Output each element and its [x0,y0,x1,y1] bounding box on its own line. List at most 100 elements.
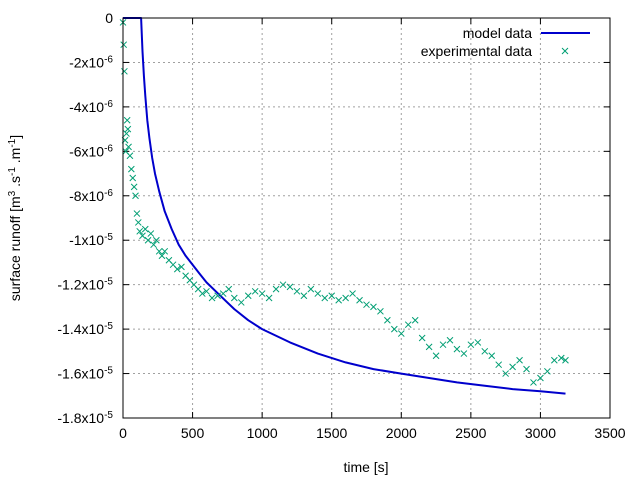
x-axis-title: time [s] [343,459,388,475]
series-experimental-data-point [474,339,482,346]
series-experimental-data-point [134,219,142,226]
series-experimental-data-point [147,230,155,237]
y-tick-label: -1x10-5 [69,232,113,249]
series-experimental-data-point [125,143,132,151]
y-tick-exponent: -5 [104,321,113,332]
series-experimental-data-point [132,192,139,200]
y-tick-exponent: -5 [104,276,113,287]
series-experimental-data-point [460,350,468,357]
y-tick-mantissa: -2x10 [69,54,104,70]
y-tick-mantissa: 0 [105,10,113,26]
series-experimental-data-point [237,299,245,306]
series-experimental-data-point [370,303,377,311]
y-tick-exponent: -5 [104,232,113,243]
series-experimental-data-point [120,41,128,49]
series-experimental-data-point [130,183,138,191]
series-experimental-data-point [349,290,356,297]
x-tick-label: 500 [181,425,205,441]
series-experimental-data-point [502,370,509,377]
y-axis-title: surface runoff [m3 .s-1 .m-1] [7,135,24,301]
series-experimental-data-point [411,316,419,324]
series-experimental-data-point [258,290,266,297]
series-experimental-data-point [225,285,233,293]
series-experimental-data-point [219,290,227,297]
series-experimental-data-point [342,294,349,302]
y-tick-label: -2x10-6 [69,54,113,71]
legend-experimental-marker [561,47,569,55]
series-experimental-data-point [126,152,134,160]
series-experimental-data-point [307,285,315,293]
series-experimental-data-point [155,247,163,255]
series-experimental-data-point [230,294,238,302]
series-experimental-data-point [530,379,537,386]
series-experimental-data-point [127,165,135,173]
series-experimental-data-point [321,294,329,302]
series-experimental-data-point [397,330,405,337]
series-experimental-data-point [453,345,461,353]
series-model-data-line [123,17,566,395]
series-experimental-data-point [144,236,152,244]
series-experimental-data-point [139,232,146,240]
y-tick-label: -8x10-6 [69,187,113,204]
plot-frame [122,17,611,419]
y-tick-exponent: -6 [104,187,113,198]
series-experimental-data-point [495,361,503,369]
x-tick-label: 2000 [386,425,417,441]
series-experimental-data-point [488,352,496,360]
series-experimental-data-point [544,367,551,375]
y-tick-label: -1.4x10-5 [57,321,113,338]
series-experimental-data-point [173,265,181,273]
series-experimental-data-point [150,241,157,249]
series-experimental-data-point [356,296,363,304]
series-experimental-data-point [208,294,216,302]
legend-label-model-data: model data [463,25,532,41]
x-tick-label: 1000 [247,425,278,441]
series-experimental-data-point [279,281,287,289]
y-tick-mantissa: -1x10 [69,232,104,248]
series-experimental-data-point [251,287,259,295]
y-tick-mantissa: -1.4x10 [57,321,104,337]
y-tick-exponent: -6 [104,54,113,65]
series-experimental-data-point [425,343,433,351]
series-experimental-data-point [467,341,475,349]
series-experimental-data-point [244,292,252,300]
series-experimental-data-point [265,294,273,302]
y-tick-mantissa: -6x10 [69,143,104,159]
series-experimental-data-point [129,174,137,182]
series-experimental-data-point [439,341,447,349]
y-tick-label: 0 [105,10,113,26]
series-experimental-data-point [300,292,308,300]
y-tick-label: -4x10-6 [69,98,113,115]
series-experimental-data-point [123,130,130,137]
series-experimental-data-point [198,290,206,297]
series-experimental-data-point [161,247,169,255]
series-experimental-data-point [293,287,301,295]
series-experimental-data-point [384,316,391,324]
series-experimental-data-point [404,321,412,329]
y-tick-mantissa: -1.8x10 [57,410,104,426]
legend: model data experimental data [421,25,590,59]
series-experimental-data-point [390,325,398,333]
series-experimental-data-point [124,125,132,133]
series-experimental-data-point [550,356,558,364]
series-experimental-data-point [136,227,144,235]
y-tick-mantissa: -1.6x10 [57,366,104,382]
series-experimental-data-point [121,67,128,75]
grid [123,18,610,418]
series-experimental-data-point [432,352,440,360]
y-tick-exponent: -6 [104,98,113,109]
y-tick-label: -1.8x10-5 [57,410,113,427]
y-tick-label: -1.2x10-5 [57,276,113,293]
tick-labels: 0 500 1000 1500 2000 2500 3000 35000-2x10-6-4x1… [57,10,625,441]
series-experimental-data-point [523,365,530,373]
x-tick-label: 3000 [525,425,556,441]
series-experimental-data-point [335,296,343,304]
series-experimental-data-point [178,263,185,271]
series-layer [119,17,569,395]
y-tick-label: -1.6x10-5 [57,365,113,382]
series-experimental-data-point [214,292,221,300]
y-tick-label: -6x10-6 [69,143,113,160]
series-experimental-data-point [418,334,426,342]
y-tick-mantissa: -4x10 [69,99,104,115]
